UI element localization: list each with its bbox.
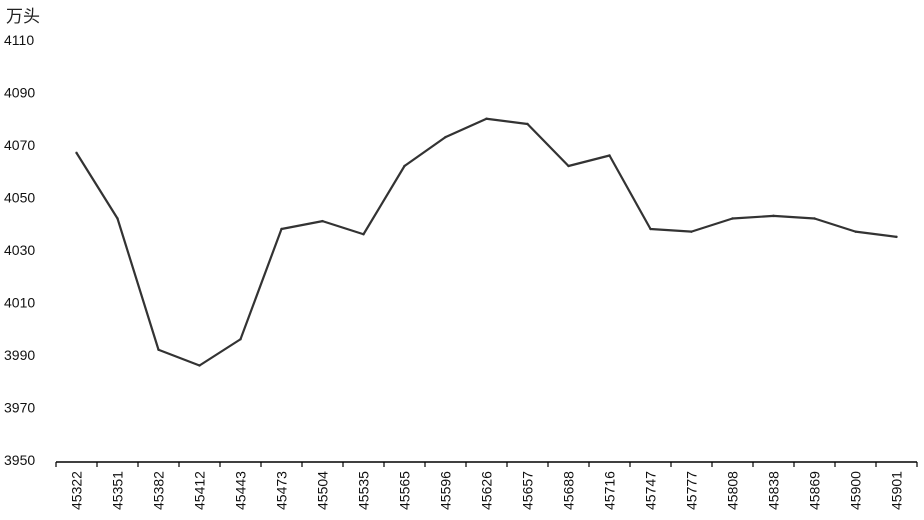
x-axis: 45322 45351 45382 45412 45443 45473 45504 45535… xyxy=(55,461,918,510)
x-tick-label: 45808 xyxy=(725,471,741,510)
y-tick-label: 3990 xyxy=(4,347,35,363)
data-point xyxy=(116,217,119,220)
x-tick-label: 45322 xyxy=(69,471,85,510)
series-line xyxy=(75,117,897,367)
data-point xyxy=(608,154,611,157)
x-tick-label: 45716 xyxy=(602,471,618,510)
y-tick-label: 4030 xyxy=(4,242,35,258)
x-tick-label: 45900 xyxy=(848,471,864,510)
x-tick-label: 45382 xyxy=(151,471,167,510)
x-tick-label: 45777 xyxy=(684,471,700,510)
data-point xyxy=(649,227,652,231)
x-tick-label: 45535 xyxy=(356,471,372,510)
x-tick-label: 45596 xyxy=(438,471,454,510)
x-tick-label: 45901 xyxy=(889,471,905,510)
y-tick-label: 4070 xyxy=(4,137,35,153)
x-tick-label: 45626 xyxy=(479,471,495,510)
data-point xyxy=(444,135,447,139)
data-point xyxy=(75,151,78,155)
data-point xyxy=(362,233,365,236)
data-point xyxy=(854,230,857,233)
x-tick-label: 45412 xyxy=(192,471,208,510)
x-tick-label: 45565 xyxy=(397,471,413,510)
y-tick-label: 4110 xyxy=(4,32,34,48)
series-group xyxy=(75,117,898,367)
data-point xyxy=(157,348,160,351)
data-point xyxy=(567,164,570,168)
x-tick-label: 45351 xyxy=(110,471,126,510)
x-tick-label: 45838 xyxy=(766,471,782,510)
data-point xyxy=(198,364,201,367)
data-point xyxy=(731,217,734,220)
x-tick-label: 45473 xyxy=(274,471,290,510)
y-tick-label: 3950 xyxy=(4,452,35,468)
x-tick-label: 45688 xyxy=(561,471,577,510)
x-tick-label: 45443 xyxy=(233,471,249,510)
x-tick-label: 45504 xyxy=(315,471,331,510)
x-tick-label: 45869 xyxy=(807,471,823,510)
data-point xyxy=(813,217,816,220)
data-point xyxy=(321,219,324,223)
data-point xyxy=(772,214,775,218)
data-point xyxy=(485,117,488,120)
x-tick-label: 45747 xyxy=(643,471,659,510)
y-tick-label: 4090 xyxy=(4,85,35,101)
x-tick-label: 45657 xyxy=(520,471,536,510)
data-point xyxy=(690,230,693,233)
data-point xyxy=(280,227,283,231)
data-point xyxy=(526,122,529,126)
data-point xyxy=(239,338,242,341)
y-tick-label: 4010 xyxy=(4,295,35,311)
y-axis: 3950 3970 3990 4010 4030 4050 4070 4090 4110 xyxy=(4,32,35,468)
unit-label: 万头 xyxy=(6,7,40,27)
y-tick-label: 4050 xyxy=(4,190,35,206)
data-point xyxy=(403,164,406,168)
data-point xyxy=(895,235,898,239)
y-tick-label: 3970 xyxy=(4,400,35,416)
